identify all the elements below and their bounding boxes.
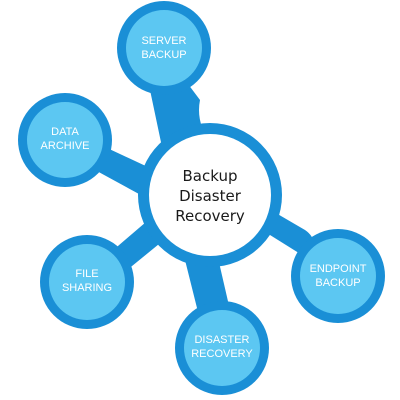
node-data-archive-label-1: DATA <box>51 126 79 138</box>
center-label-line-2: Disaster <box>179 187 242 205</box>
center-label-line-3: Recovery <box>175 207 245 225</box>
center-label-line-1: Backup <box>183 167 238 185</box>
node-server-backup-label-1: SERVER <box>141 35 186 47</box>
node-file-sharing-label-2: SHARING <box>62 282 112 294</box>
node-file-sharing-label-1: FILE <box>75 268 98 280</box>
node-server-backup-label-2: BACKUP <box>141 49 186 61</box>
node-disaster-recovery-label-1: DISASTER <box>194 334 249 346</box>
node-disaster-recovery-label-2: RECOVERY <box>191 348 253 360</box>
center-node: Backup Disaster Recovery <box>138 123 282 267</box>
node-file-sharing: FILE SHARING <box>40 235 134 329</box>
node-data-archive: DATA ARCHIVE <box>18 93 112 187</box>
node-endpoint-backup-label-2: BACKUP <box>315 277 360 289</box>
node-endpoint-backup-label-1: ENDPOINT <box>310 263 367 275</box>
node-disaster-recovery: DISASTER RECOVERY <box>175 301 269 395</box>
node-server-backup: SERVER BACKUP <box>117 1 211 95</box>
node-data-archive-label-2: ARCHIVE <box>41 140 90 152</box>
node-endpoint-backup: ENDPOINT BACKUP <box>291 229 385 323</box>
